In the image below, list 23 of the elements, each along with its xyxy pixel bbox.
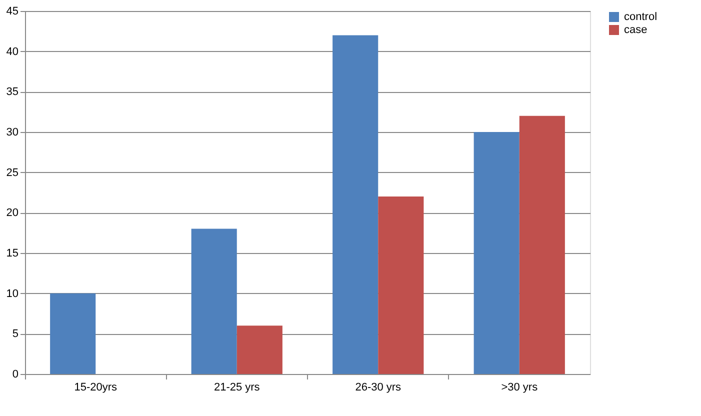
- bar: [50, 293, 96, 374]
- bar: [474, 132, 520, 374]
- bar: [191, 228, 237, 374]
- legend-label: case: [624, 24, 648, 36]
- y-tick-label: 10: [6, 288, 18, 300]
- y-tick-label: 30: [6, 126, 18, 138]
- bar: [378, 196, 424, 374]
- y-tick-label: 40: [6, 46, 18, 58]
- y-tick-label: 45: [6, 6, 18, 18]
- x-tick-label: 15-20yrs: [74, 382, 118, 394]
- x-tick-label: 21-25 yrs: [214, 382, 260, 394]
- y-tick-label: 35: [6, 86, 18, 98]
- y-tick-label: 25: [6, 166, 18, 179]
- y-tick-label: 5: [12, 328, 18, 340]
- legend-label: control: [624, 11, 658, 23]
- y-tick-label: 0: [12, 368, 18, 380]
- x-tick-label: 26-30 yrs: [355, 382, 402, 394]
- bar: [332, 35, 378, 374]
- bar: [519, 116, 565, 374]
- bar: [236, 326, 282, 374]
- y-tick-label: 20: [6, 207, 18, 220]
- y-tick-label: 15: [6, 248, 18, 260]
- x-tick-label: >30 yrs: [501, 382, 538, 394]
